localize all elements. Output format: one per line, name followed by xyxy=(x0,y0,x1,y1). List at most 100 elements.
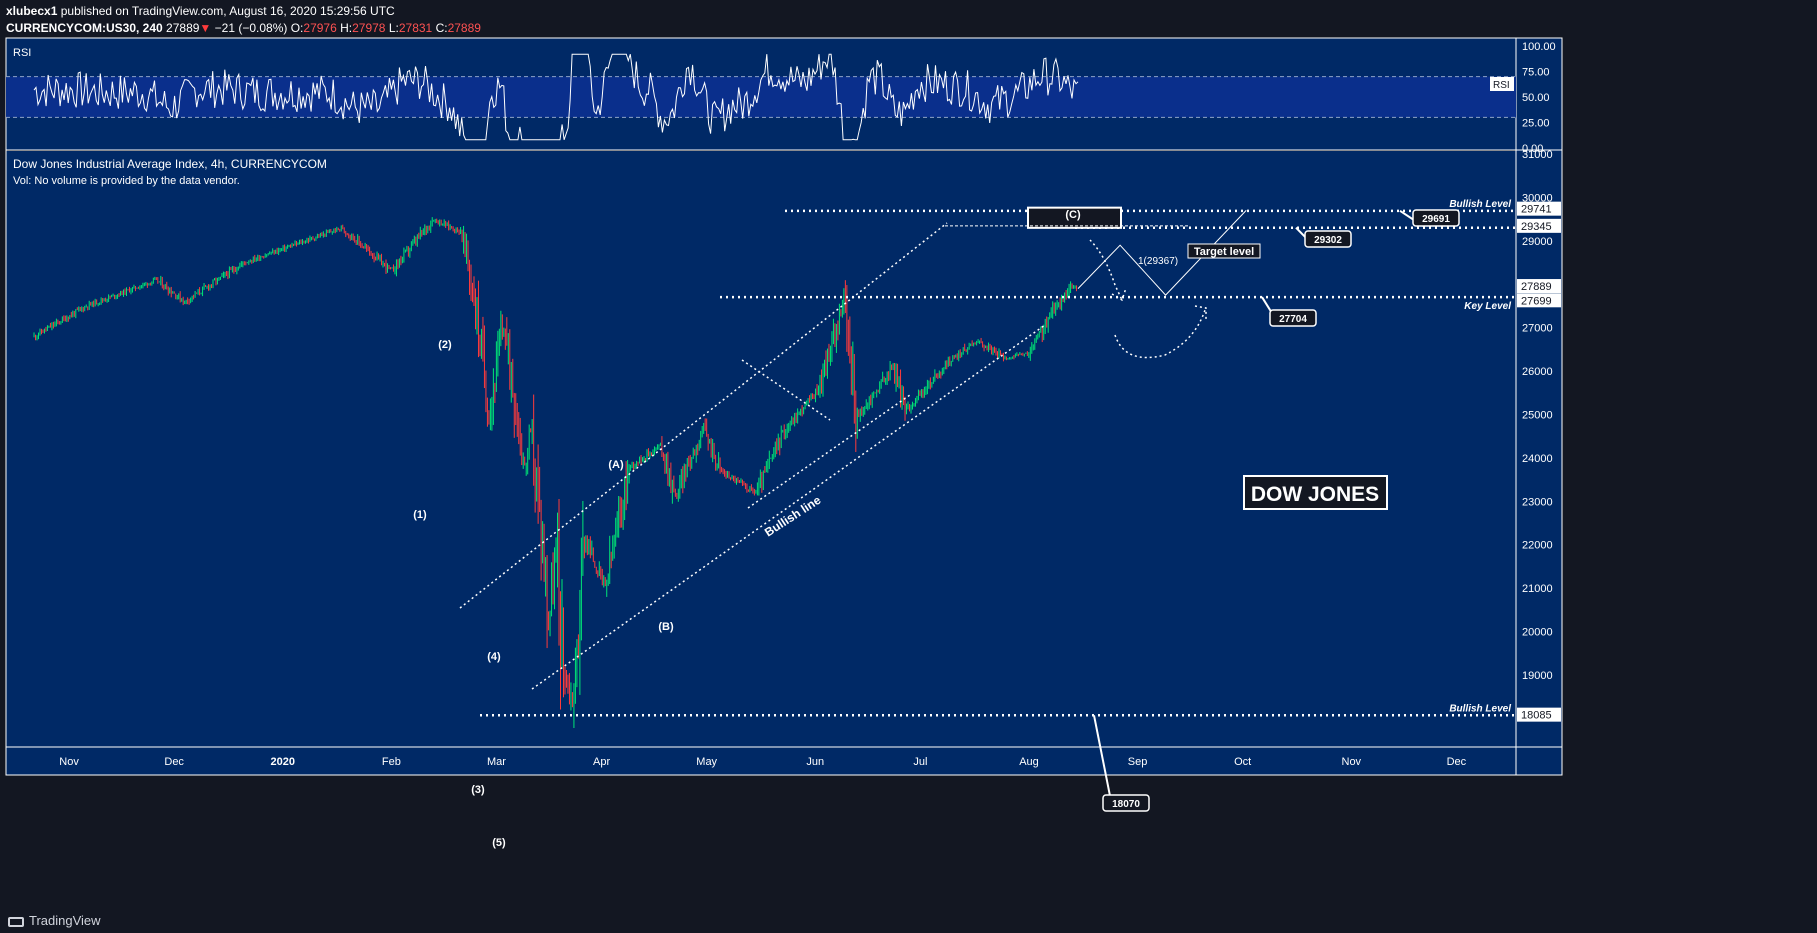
time-tick-label: Dec xyxy=(1447,756,1467,768)
wave-label: (4) xyxy=(487,651,501,663)
published-text: published on TradingView.com, August 16,… xyxy=(60,4,395,18)
price-tick-label: 25000 xyxy=(1522,409,1553,421)
price-tick-label: 19000 xyxy=(1522,670,1553,682)
time-tick-label: Sep xyxy=(1128,756,1148,768)
rsi-tick-label: 0.00 xyxy=(1522,143,1543,155)
target-level-label: Target level xyxy=(1194,246,1254,258)
down-triangle-icon: ▼ xyxy=(199,21,212,35)
wave-label: (5) xyxy=(492,837,506,849)
price-axis-label: 29741 xyxy=(1521,204,1552,216)
callout-29691-box xyxy=(1412,209,1460,227)
time-axis-panel xyxy=(6,747,1562,775)
callout-29302-text: 29302 xyxy=(1314,235,1342,246)
time-tick-label: May xyxy=(696,756,717,768)
author-name[interactable]: xlubecx1 xyxy=(6,4,58,18)
price-axis-label-bg xyxy=(1517,201,1561,216)
wave-label: (A) xyxy=(608,459,624,471)
callout-29691-text: 29691 xyxy=(1422,214,1450,225)
level-tag: Bullish Level xyxy=(1449,703,1511,714)
callout-27704-text: 27704 xyxy=(1279,314,1307,325)
rsi-tick-label: 100.00 xyxy=(1522,41,1556,53)
price-tick-label: 23000 xyxy=(1522,496,1553,508)
wave-label: (1) xyxy=(413,509,427,521)
time-tick-label: Jul xyxy=(913,756,927,768)
low-value: 27831 xyxy=(398,21,433,35)
watermark-box xyxy=(1243,475,1388,510)
ohlc-line: CURRENCYCOM:US30, 240 27889▼ −21 (−0.08%… xyxy=(6,21,481,35)
price-change: −21 (−0.08%) xyxy=(214,21,288,35)
time-tick-label: Aug xyxy=(1019,756,1039,768)
time-tick-label: Jun xyxy=(806,756,824,768)
footer-brand: TradingView xyxy=(29,913,101,928)
chart-title: Dow Jones Industrial Average Index, 4h, … xyxy=(13,157,327,171)
callout-18070-box xyxy=(1102,794,1150,812)
volume-note: Vol: No volume is provided by the data v… xyxy=(13,175,240,187)
close-label: C: xyxy=(435,21,448,35)
time-tick-label: Nov xyxy=(1342,756,1362,768)
high-value: 27978 xyxy=(352,21,386,35)
low-label: L: xyxy=(388,21,399,35)
channel-upper-line xyxy=(459,222,948,609)
down-scenario-arrow xyxy=(1089,239,1127,302)
high-label: H: xyxy=(340,21,353,35)
time-tick-label: Nov xyxy=(59,756,79,768)
callout-29302-box xyxy=(1304,230,1352,248)
tradingview-logo[interactable]: TradingView xyxy=(8,913,101,928)
time-tick-label: Feb xyxy=(382,756,401,768)
time-tick-label: Apr xyxy=(593,756,610,768)
rsi-line xyxy=(33,53,1079,141)
time-tick-label: Dec xyxy=(164,756,184,768)
price-tick-label: 30000 xyxy=(1522,192,1553,204)
callout-27704-box xyxy=(1269,309,1317,327)
time-tick-label: Oct xyxy=(1234,756,1251,768)
last-price: 27889 xyxy=(166,21,200,35)
price-tick-label: 27000 xyxy=(1522,323,1553,335)
close-value: 27889 xyxy=(447,21,481,35)
level-tag: Bullish Level xyxy=(1449,199,1511,210)
rsi-tick-label: 25.00 xyxy=(1522,118,1550,130)
target-zone-box xyxy=(1027,206,1122,229)
rsi-last-label: RSI xyxy=(1493,80,1510,91)
wave-label: (2) xyxy=(438,339,452,351)
price-tick-label: 29000 xyxy=(1522,236,1553,248)
price-axis-label: 27889 xyxy=(1521,281,1552,293)
open-value: 27976 xyxy=(303,21,337,35)
rsi-tick-label: 50.00 xyxy=(1522,92,1550,104)
price-axis-label: 27699 xyxy=(1521,295,1552,307)
rsi-title: RSI xyxy=(13,47,31,59)
price-axis-label-bg xyxy=(1517,707,1561,722)
time-tick-label: Mar xyxy=(487,756,506,768)
level-tag: Key Level xyxy=(1464,301,1511,312)
rsi-last-badge xyxy=(1490,77,1514,91)
rsi-tick-label: 75.00 xyxy=(1522,67,1550,79)
main-panel xyxy=(6,151,1516,747)
callout-18070-text: 18070 xyxy=(1112,799,1140,810)
price-tick-label: 24000 xyxy=(1522,453,1553,465)
price-tick-label: 21000 xyxy=(1522,583,1553,595)
footer-bar: TradingView xyxy=(0,905,1817,933)
wave-label: (C) xyxy=(1065,209,1081,221)
target-level-box xyxy=(1187,243,1261,259)
price-axis-label-bg xyxy=(1517,293,1561,308)
price-axis-label: 29345 xyxy=(1521,221,1552,233)
wave-label: (3) xyxy=(471,784,485,796)
open-label: O: xyxy=(290,21,304,35)
price-axis-label-bg xyxy=(1517,279,1561,294)
watermark-text: DOW JONES xyxy=(1251,483,1379,506)
price-axis-label-bg xyxy=(1517,218,1561,233)
price-axis-label: 18085 xyxy=(1521,710,1552,722)
rsi-band xyxy=(6,76,1516,118)
price-tick-label: 26000 xyxy=(1522,366,1553,378)
tradingview-icon xyxy=(8,916,24,927)
price-tick-label: 22000 xyxy=(1522,540,1553,552)
wave-label: (B) xyxy=(658,621,674,633)
time-tick-label: 2020 xyxy=(271,756,295,768)
up-scenario-arrow xyxy=(1114,305,1207,359)
publish-line: xlubecx1 published on TradingView.com, A… xyxy=(6,4,395,18)
chart-frame xyxy=(5,37,1563,776)
price-axis-panel xyxy=(1516,38,1562,747)
symbol-label: CURRENCYCOM:US30, 240 xyxy=(6,21,163,35)
price-tick-label: 20000 xyxy=(1522,627,1553,639)
fib-label: 1(29367) xyxy=(1138,256,1178,267)
